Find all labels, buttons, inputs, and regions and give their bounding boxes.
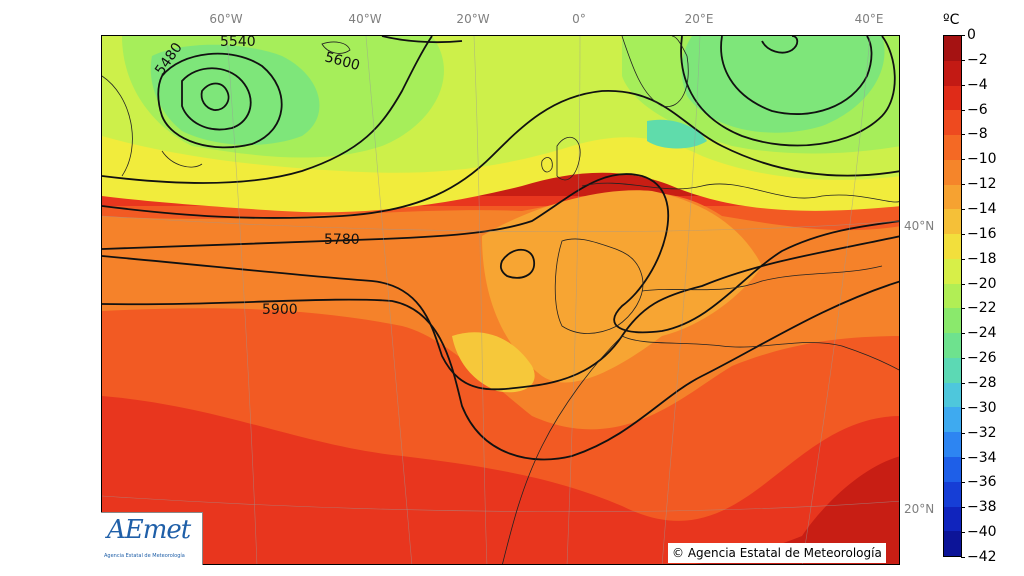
colorbar-tick-label: −40 [961,525,997,539]
colorbar-tick-label: −2 [961,53,988,67]
lon-label-20w: 20°W [456,12,490,26]
colorbar-segment [944,531,961,557]
contour-label-5540: 5540 [220,36,256,50]
coast-iceland [321,41,351,54]
contour-north-arc [381,36,463,44]
colorbar-segment [944,209,961,235]
colorbar-segment [944,308,961,334]
contour-ring-west-2 [181,67,252,131]
colorbar-tick-label: −16 [961,227,997,241]
colorbar-tick-label: −10 [961,152,997,166]
colorbar-segment [944,382,961,408]
coast-greenland-canada [102,75,203,177]
colorbar-segment [944,481,961,507]
contour-label-5780: 5780 [324,232,360,248]
colorbar-segment [944,110,961,136]
colorbar-segment [944,258,961,284]
coast-west-africa [502,335,623,564]
colorbar-segment [944,184,961,210]
colorbar-tick-label: −24 [961,326,997,340]
contour-ring-east-3 [761,36,799,54]
lon-label-0: 0° [572,12,586,26]
contour-ring-west-1 [157,52,283,149]
contour-5900 [102,280,899,461]
colorbar-segment [944,457,961,482]
colorbar-tick-label: −32 [961,426,997,440]
colorbar-tick-label: −6 [961,103,988,117]
colorbar-segment [944,333,961,358]
aemet-logo: AEmet Agencia Estatal de Meteorología [101,512,203,565]
contour-ring-east-1 [680,36,896,147]
colorbar [943,35,962,557]
colorbar-tick-label: −20 [961,277,997,291]
colorbar-tick-label: −22 [961,301,997,315]
colorbar-segment [944,407,961,433]
contour-5720 [102,235,899,391]
coast-europe [581,182,899,203]
coast-africa [621,335,899,371]
contour-cutoff-low [499,248,535,279]
contour-label-5900: 5900 [262,302,298,318]
lat-label-20n: 20°N [904,502,935,516]
field-green-east [681,36,885,133]
colorbar-segment [944,60,961,86]
lon-label-40e: 40°E [854,12,884,26]
colorbar-segment [944,506,961,532]
colorbar-tick-label: −26 [961,351,997,365]
colorbar-segment [944,283,961,309]
colorbar-tick-label: −38 [961,500,997,514]
colorbar-tick-label: −42 [961,550,997,564]
colorbar-tick-label: −8 [961,127,988,141]
colorbar-segment [944,234,961,259]
colorbar-segment [944,159,961,185]
contour-ring-east-2 [720,36,873,115]
colorbar-segment [944,432,961,458]
coast-scandinavia [621,36,689,107]
map-svg: 5480 5540 5600 5780 5900 [102,36,899,564]
lon-label-40w: 40°W [348,12,382,26]
temperature-map: 5480 5540 5600 5780 5900 [101,35,900,565]
colorbar-tick-label: −18 [961,252,997,266]
aemet-logo-subtitle: Agencia Estatal de Meteorología [104,553,185,559]
copyright-notice: © Agencia Estatal de Meteorología [668,543,886,563]
field-yellow-orange [452,332,535,393]
lon-label-20e: 20°E [684,12,714,26]
colorbar-segment [944,85,961,111]
field-cyan-green [647,119,707,149]
coast-iberia [554,238,644,334]
contour-ring-west-3 [200,82,230,111]
coastlines [102,36,899,564]
colorbar-tick-label: −30 [961,401,997,415]
colorbar-tick-label: 0 [961,28,976,42]
contour-lines [102,36,899,461]
contour-5660 [102,90,899,219]
colorbar-tick-label: −14 [961,202,997,216]
colorbar-unit: ºC [943,12,960,28]
colorbar-tick-label: −36 [961,475,997,489]
colorbar-tick-label: −4 [961,78,988,92]
lon-label-60w: 60°W [209,12,243,26]
field-light-orange [482,190,762,383]
colorbar-tick-label: −28 [961,376,997,390]
lat-label-40n: 40°N [904,219,935,233]
coast-mediterranean [641,265,883,292]
colorbar-tick-label: −34 [961,451,997,465]
colorbar-segment [944,135,961,160]
aemet-logo-wordmark: AEmet [107,515,191,545]
coast-british-isles [541,136,581,181]
colorbar-segment [944,36,961,61]
colorbar-tick-label: −12 [961,177,997,191]
colorbar-segment [944,357,961,383]
contour-5600 [102,36,433,184]
